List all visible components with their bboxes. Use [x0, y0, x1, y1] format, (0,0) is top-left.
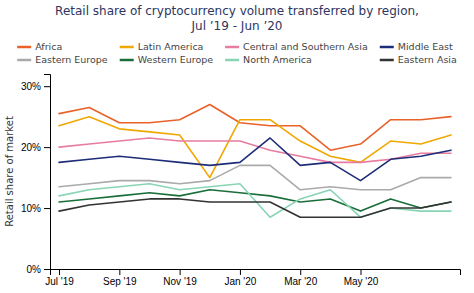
x-tick-mark — [119, 269, 120, 275]
x-tick-mark — [59, 269, 60, 275]
x-tick: Sep '19 — [103, 269, 137, 287]
legend-label: Africa — [35, 41, 62, 52]
y-tick-label: 10% — [21, 203, 41, 214]
legend-item: Africa — [17, 41, 62, 52]
series-line — [59, 104, 451, 150]
legend-swatch — [225, 59, 239, 62]
legend-swatch — [120, 59, 134, 62]
x-tick-mark — [180, 269, 181, 275]
y-tick-mark — [44, 269, 50, 270]
legend-label: Eastern Asia — [398, 54, 457, 65]
y-axis-title: Retail share of market — [4, 116, 15, 227]
x-axis-line — [51, 270, 461, 276]
x-tick: Nov '19 — [163, 269, 197, 287]
legend-swatch — [380, 46, 394, 49]
legend-item: Central and Southern Asia — [225, 41, 368, 52]
legend-item: Eastern Asia — [380, 54, 457, 65]
y-axis-line — [44, 75, 51, 270]
y-tick-label: 30% — [21, 81, 41, 92]
x-tick-mark — [300, 269, 301, 275]
x-tick-mark — [361, 269, 362, 275]
legend-item: Western Europe — [120, 54, 214, 65]
legend-swatch — [380, 59, 394, 62]
x-tick-mark — [240, 269, 241, 275]
y-tick-label: 20% — [21, 142, 41, 153]
legend-swatch — [17, 46, 31, 49]
x-tick: Jul '19 — [45, 269, 74, 287]
x-axis: Jul '19 Sep '19 Nov '19 Jan '20 Mar '20 May '… — [45, 269, 460, 287]
legend-label: Middle East — [398, 41, 453, 52]
legend-label: Eastern Europe — [35, 54, 108, 65]
legend-label: Western Europe — [138, 54, 214, 65]
legend-label: North America — [243, 54, 312, 65]
x-tick-label: Jul '19 — [45, 276, 74, 287]
legend-label: Central and Southern Asia — [243, 41, 368, 52]
series-line — [59, 184, 451, 218]
x-tick: Mar '20 — [284, 269, 317, 287]
title-line: Retail share of cryptocurrency volume tr… — [55, 4, 419, 18]
legend-item: Middle East — [380, 41, 453, 52]
x-tick-label: Nov '19 — [163, 276, 197, 287]
legend-swatch — [120, 46, 134, 49]
legend-label: Latin America — [138, 41, 204, 52]
series-line — [59, 199, 451, 217]
title-line: Jul ’19 - Jun ’20 — [191, 19, 283, 33]
y-tick: 10% — [21, 203, 50, 214]
legend-item: North America — [225, 54, 312, 65]
legend-item: Latin America — [120, 41, 204, 52]
x-tick-label: Mar '20 — [284, 276, 317, 287]
legend-item: Eastern Europe — [17, 54, 108, 65]
y-axis: 0% 10% 20% 30% — [21, 75, 51, 275]
series-line — [59, 138, 451, 181]
title: Retail share of cryptocurrency volume tr… — [55, 4, 419, 33]
y-tick-label: 0% — [27, 264, 42, 275]
legend-swatch — [225, 46, 239, 49]
legend-swatch — [17, 59, 31, 62]
x-tick-label: Sep '19 — [103, 276, 137, 287]
x-tick-label: Jan '20 — [224, 276, 256, 287]
y-tick-mark — [44, 208, 50, 209]
x-tick-label: May '20 — [344, 276, 379, 287]
x-tick: May '20 — [344, 269, 379, 287]
y-tick: 20% — [21, 142, 50, 153]
chart: Retail share of cryptocurrency volume tr… — [0, 0, 474, 293]
y-tick-mark — [44, 147, 50, 148]
x-tick: Jan '20 — [224, 269, 256, 287]
y-tick: 0% — [27, 264, 50, 275]
lines — [59, 104, 451, 217]
y-tick-mark — [44, 86, 50, 87]
series-line — [59, 117, 451, 178]
y-tick: 30% — [21, 81, 50, 92]
legend: Africa Latin America Central and Southern … — [17, 41, 457, 65]
